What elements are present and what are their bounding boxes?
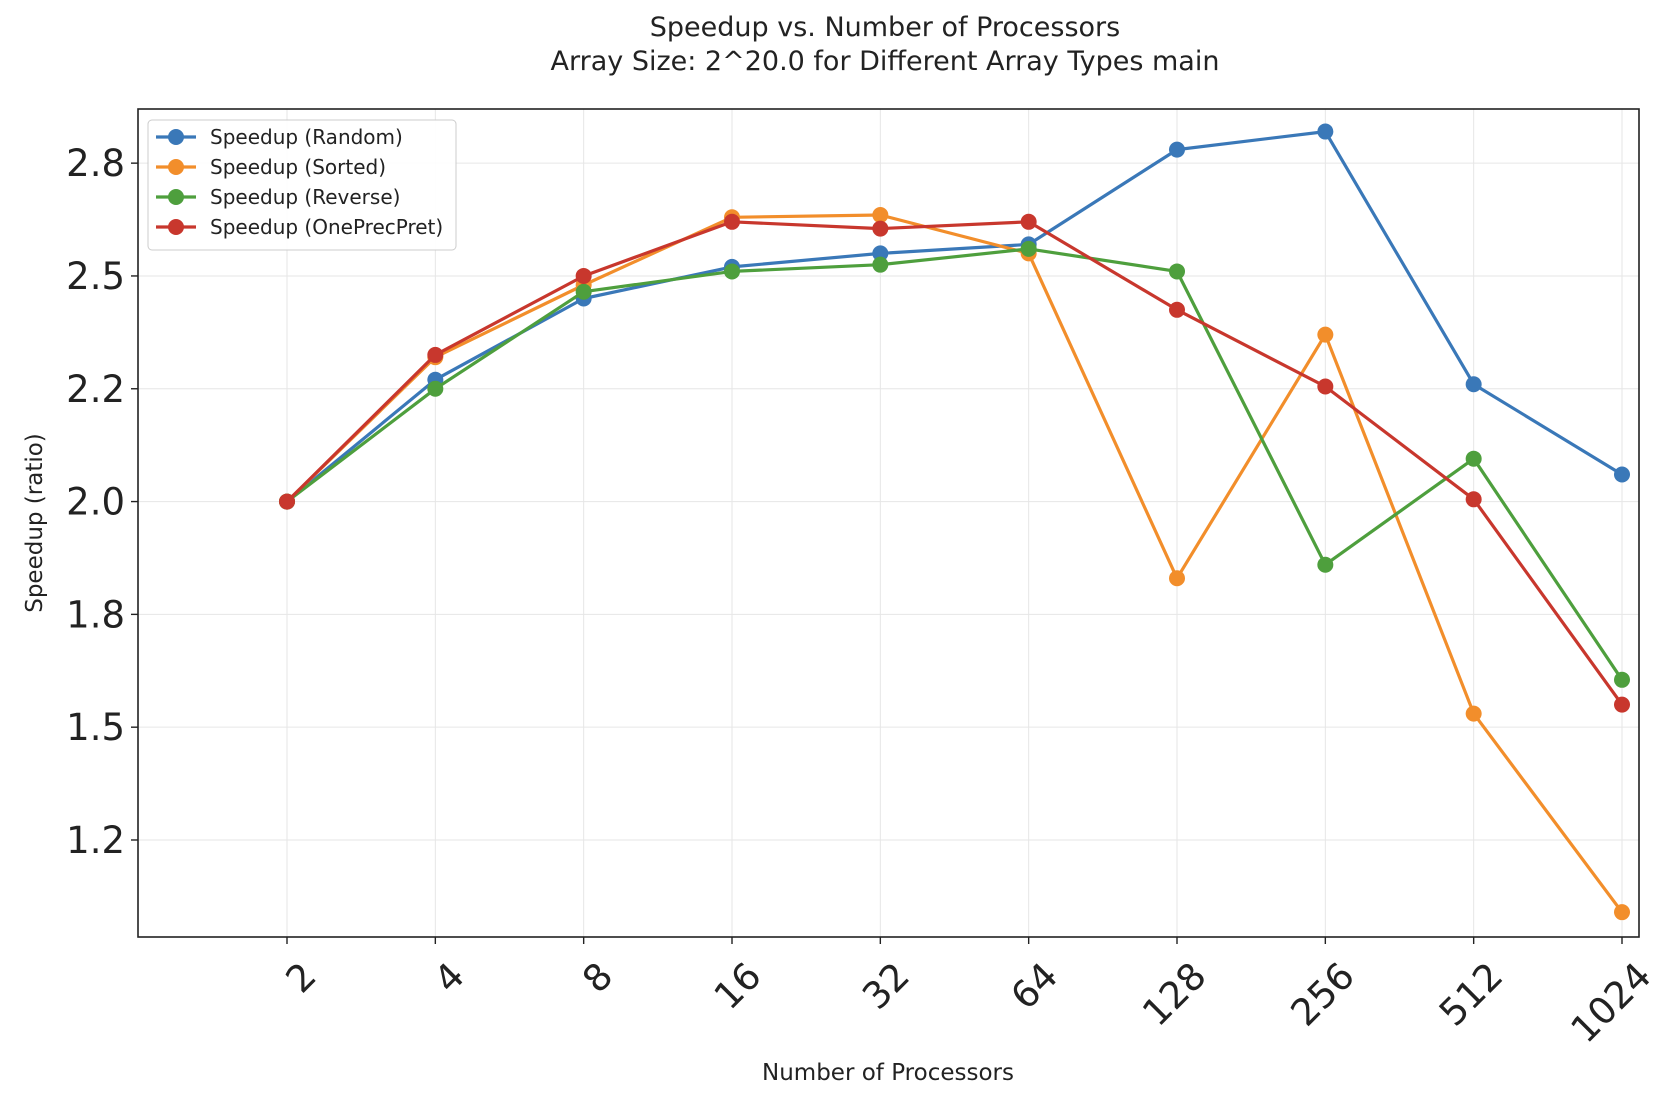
data-point xyxy=(1614,671,1630,688)
plot-frame xyxy=(137,108,1640,938)
data-point xyxy=(575,283,592,300)
data-point xyxy=(1614,466,1630,483)
data-point xyxy=(1317,378,1334,395)
data-point xyxy=(1020,240,1037,257)
data-point xyxy=(724,213,740,230)
data-point xyxy=(279,493,295,510)
data-point xyxy=(872,256,889,273)
data-point xyxy=(575,267,592,284)
legend-marker xyxy=(168,159,184,175)
series-3 xyxy=(279,213,1630,713)
data-point xyxy=(427,380,444,397)
chart-title: Speedup vs. Number of Processors xyxy=(650,12,1120,43)
chart-subtitle: Array Size: 2^20.0 for Different Array T… xyxy=(551,46,1220,77)
legend-label: Speedup (OnePrecPret) xyxy=(210,215,443,239)
series-line xyxy=(285,220,1624,706)
y-tick-label: 1.8 xyxy=(66,593,125,636)
data-point xyxy=(872,220,889,237)
y-tick-label: 1.2 xyxy=(66,819,125,862)
y-axis-label: Speedup (ratio) xyxy=(22,433,48,613)
data-point xyxy=(1169,570,1185,587)
legend-marker xyxy=(168,219,184,235)
y-tick-label: 2.8 xyxy=(66,142,125,185)
legend-label: Speedup (Sorted) xyxy=(210,155,386,179)
data-point xyxy=(1020,213,1037,230)
data-point xyxy=(1169,141,1185,158)
series-2 xyxy=(279,240,1630,688)
data-point xyxy=(1465,376,1482,393)
legend-label: Speedup (Random) xyxy=(210,125,403,149)
legend-label: Speedup (Reverse) xyxy=(210,185,400,209)
data-point xyxy=(1465,491,1482,508)
data-point xyxy=(1169,301,1185,318)
data-point xyxy=(724,263,740,280)
grid-layer xyxy=(138,109,1639,937)
legend: Speedup (Random) Speedup (Sorted) Speedup … xyxy=(147,119,457,251)
series-line xyxy=(285,213,1624,914)
series-layer xyxy=(279,123,1630,921)
data-point xyxy=(872,245,889,262)
data-point xyxy=(1317,556,1334,573)
data-point xyxy=(1317,326,1334,343)
series-line xyxy=(286,247,1624,681)
data-point xyxy=(1614,696,1630,713)
x-axis-label: Number of Processors xyxy=(762,1060,1014,1086)
data-point xyxy=(1614,904,1630,921)
data-point xyxy=(1465,450,1482,467)
data-point xyxy=(872,207,889,224)
legend-marker xyxy=(168,189,184,205)
y-tick-label: 1.5 xyxy=(66,706,125,749)
data-point xyxy=(427,346,444,363)
data-point xyxy=(1169,263,1185,280)
y-tick-label: 2.0 xyxy=(66,481,125,524)
y-tick-label: 2.5 xyxy=(66,255,125,298)
data-point xyxy=(1317,123,1334,140)
legend-box xyxy=(147,119,457,251)
y-tick-label: 2.2 xyxy=(66,368,125,411)
data-point xyxy=(1465,705,1482,722)
legend-marker xyxy=(168,129,184,145)
